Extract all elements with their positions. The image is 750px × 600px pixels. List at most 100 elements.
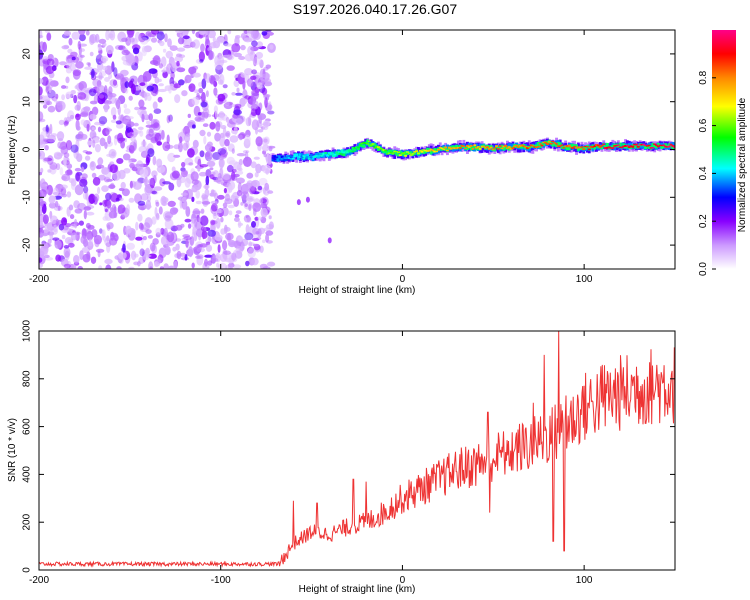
noise-speckle [143,75,148,84]
signal-cell [662,145,666,149]
signal-cell [317,156,320,159]
signal-cell [349,150,353,155]
noise-speckle [212,210,217,220]
noise-speckle [69,264,77,269]
noise-speckle [42,58,51,65]
noise-speckle [248,204,252,211]
noise-speckle [205,90,209,98]
signal-cell [317,152,320,157]
noise-speckle [124,81,130,88]
noise-speckle [89,51,94,57]
noise-speckle [154,206,158,218]
signal-cell [647,146,651,149]
noise-speckle [246,78,254,87]
noise-speckle [213,105,218,113]
noise-speckle [214,60,223,70]
noise-speckle [184,78,188,84]
noise-speckle [227,30,232,35]
noise-speckle [48,134,55,140]
noise-speckle [157,96,163,103]
noise-speckle [248,115,252,127]
signal-cell [417,152,420,155]
signal-cell [431,150,435,153]
noise-speckle [259,245,264,253]
noise-speckle [66,169,73,175]
noise-speckle [56,152,64,157]
signal-cell [407,152,411,155]
noise-speckle [254,172,259,178]
noise-speckle [251,257,259,266]
noise-speckle [191,218,195,228]
signal-cell [462,145,466,147]
noise-speckle [203,184,210,190]
noise-speckle [167,152,176,163]
noise-speckle [122,153,131,161]
noise-speckle [39,207,43,216]
noise-speckle [243,214,251,223]
noise-speckle [41,76,49,86]
signal-cell [455,147,458,150]
noise-speckle [168,114,173,122]
noise-speckle [88,88,97,97]
noise-speckle [81,87,91,95]
signal-cell [616,144,620,148]
signal-cell [315,155,319,157]
noise-speckle [48,195,56,204]
noise-speckle [87,140,93,146]
noise-speckle [52,187,59,197]
noise-speckle [209,192,215,197]
signal-cell [611,147,615,149]
noise-speckle [263,153,267,158]
noise-speckle [111,151,116,157]
signal-cell [560,144,564,146]
noise-speckle [50,215,58,224]
noise-speckle [242,150,250,154]
noise-speckle [139,33,146,38]
signal-cell [511,143,515,148]
signal-cell [671,141,675,148]
noise-speckle [144,93,148,101]
noise-speckle [164,215,172,222]
noise-speckle [156,259,162,265]
noise-speckle [163,227,168,238]
noise-speckle [96,164,105,169]
signal-cell [556,145,560,147]
noise-speckle [182,35,190,40]
noise-speckle [265,30,272,33]
noise-speckle [111,204,117,214]
noise-speckle [235,245,243,255]
noise-speckle [198,231,202,241]
signal-cell [558,145,562,147]
signal-cell [549,143,553,145]
signal-cell [555,141,558,149]
noise-speckle [46,33,51,41]
signal-cell [455,144,458,148]
signal-cell [664,143,667,146]
signal-cell [289,156,293,159]
noise-speckle [245,182,252,188]
noise-speckle [41,232,48,237]
signal-cell [282,157,286,161]
noise-speckle [255,231,260,235]
noise-speckle [203,135,207,145]
noise-speckle [178,141,183,153]
signal-cell [566,145,569,148]
noise-speckle [191,30,196,35]
signal-cell [444,146,448,149]
noise-speckle [147,235,153,239]
noise-speckle [69,214,75,220]
noise-speckle [265,64,272,69]
noise-speckle [199,215,209,226]
signal-cell [600,147,604,150]
spectrogram-noise-region [39,30,332,269]
noise-speckle [85,30,90,36]
noise-speckle [65,140,73,151]
signal-cell [440,147,444,150]
signal-cell [560,145,564,149]
signal-cell [327,153,331,159]
noise-speckle [157,78,162,83]
signal-cell [540,144,544,147]
noise-speckle [83,209,87,220]
noise-speckle [68,37,73,46]
noise-speckle [215,64,224,75]
